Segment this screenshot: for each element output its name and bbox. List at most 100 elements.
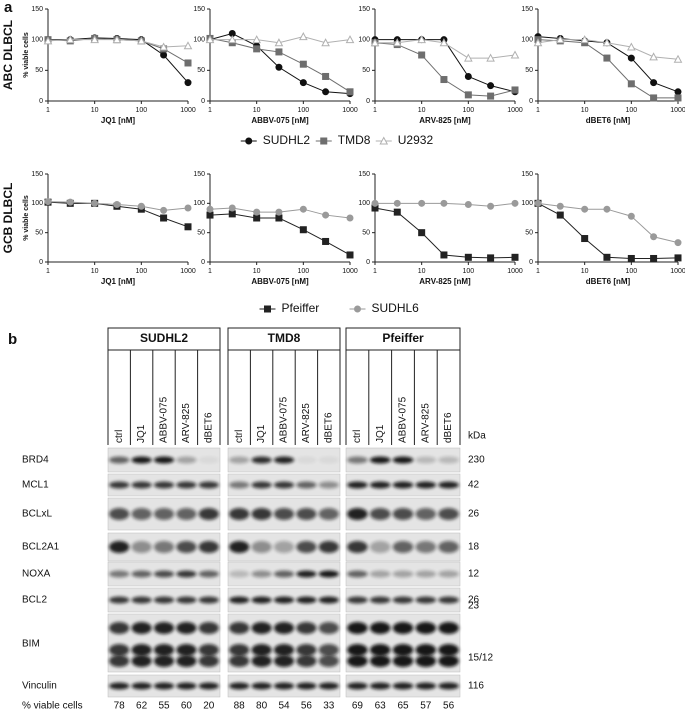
y-tick-label: 100	[521, 37, 533, 44]
lane-label: dBET6	[323, 412, 334, 443]
x-tick-label: 100	[297, 107, 309, 114]
blot-band	[369, 481, 391, 489]
data-point	[650, 79, 658, 87]
blot-band	[296, 644, 317, 656]
y-tick-label: 50	[35, 67, 43, 74]
blot-band	[347, 570, 368, 578]
kda-label: 23	[468, 601, 480, 612]
blot-band	[131, 655, 152, 667]
blot-band	[318, 456, 339, 464]
blot-band	[273, 644, 295, 656]
blot-band	[198, 541, 219, 553]
blot-band	[392, 541, 414, 553]
blot-band	[229, 541, 250, 553]
blot-band	[153, 655, 175, 667]
blot-band	[415, 622, 437, 634]
blot-band	[198, 508, 219, 520]
data-point	[346, 88, 354, 96]
group-bracket	[107, 327, 221, 360]
x-tick-label: 1	[373, 268, 377, 275]
blot-band	[273, 596, 295, 604]
blot-band	[109, 541, 130, 553]
data-point	[555, 35, 565, 44]
panel-label: b	[8, 331, 17, 348]
viability-value: 62	[136, 701, 148, 712]
blot-band	[153, 541, 175, 553]
legend-label: SUDHL6	[372, 301, 420, 315]
data-point	[556, 202, 564, 210]
data-point	[511, 199, 519, 207]
blot-band	[273, 481, 295, 489]
data-point	[137, 202, 145, 210]
data-point	[370, 38, 380, 47]
data-point	[136, 36, 146, 45]
data-point	[418, 229, 426, 237]
blot-band	[438, 622, 459, 634]
x-axis-label: ABBV-075 [nM]	[251, 116, 309, 125]
data-point	[627, 212, 635, 220]
x-tick-label: 10	[253, 268, 261, 275]
x-axis-label: dBET6 [nM]	[586, 277, 631, 286]
data-point	[650, 94, 658, 102]
blot-band	[229, 682, 250, 690]
data-point	[184, 59, 192, 67]
data-point	[511, 253, 519, 261]
blot-band	[438, 644, 459, 656]
blot-band	[153, 508, 175, 520]
row-label: ABC DLBCL	[1, 20, 15, 90]
blot-band	[415, 682, 437, 690]
y-tick-label: 0	[529, 259, 533, 266]
viability-value: 78	[114, 701, 126, 712]
legend-marker	[354, 305, 361, 313]
group-bracket	[227, 327, 341, 360]
viability-value: 55	[158, 701, 170, 712]
data-point	[440, 199, 448, 207]
blot-band	[153, 481, 175, 489]
blot-band	[392, 481, 414, 489]
data-point	[160, 51, 168, 59]
data-point	[463, 53, 473, 62]
blot-band	[109, 481, 130, 489]
y-tick-label: 150	[31, 171, 43, 178]
blot-band	[109, 508, 130, 520]
y-tick-label: 50	[525, 67, 533, 74]
blot-band	[229, 481, 250, 489]
viability-value: 33	[323, 701, 335, 712]
blot-band	[347, 456, 368, 464]
data-point	[346, 214, 354, 222]
kda-label: 15/12	[468, 653, 493, 664]
blot-band	[198, 481, 219, 489]
group-label: TMD8	[268, 331, 301, 345]
viability-value: 56	[301, 701, 313, 712]
data-point	[581, 235, 589, 243]
y-tick-label: 100	[521, 200, 533, 207]
blot-band	[318, 508, 339, 520]
data-point	[91, 199, 99, 207]
blot-band	[176, 655, 197, 667]
blot-band	[347, 541, 368, 553]
blot-band	[438, 682, 459, 690]
blot-band	[131, 456, 152, 464]
blot-band	[251, 682, 272, 690]
x-tick-label: 100	[462, 268, 474, 275]
blot-band	[347, 644, 368, 656]
data-point	[90, 35, 100, 44]
blot-band	[392, 456, 414, 464]
blot-band	[369, 644, 391, 656]
legend-marker	[245, 137, 253, 145]
viability-value: 57	[420, 701, 432, 712]
data-point	[603, 54, 611, 62]
series-line	[48, 37, 189, 83]
blot-band	[251, 644, 272, 656]
data-point	[418, 51, 426, 59]
blot-band	[369, 655, 391, 667]
blot-band	[176, 622, 197, 634]
blot-band	[438, 508, 459, 520]
data-point	[511, 86, 519, 94]
x-tick-label: 1	[208, 107, 212, 114]
y-tick-label: 0	[201, 98, 205, 105]
data-point	[66, 198, 74, 206]
data-point	[253, 45, 261, 53]
blot-band	[251, 596, 272, 604]
y-tick-label: 50	[525, 230, 533, 237]
